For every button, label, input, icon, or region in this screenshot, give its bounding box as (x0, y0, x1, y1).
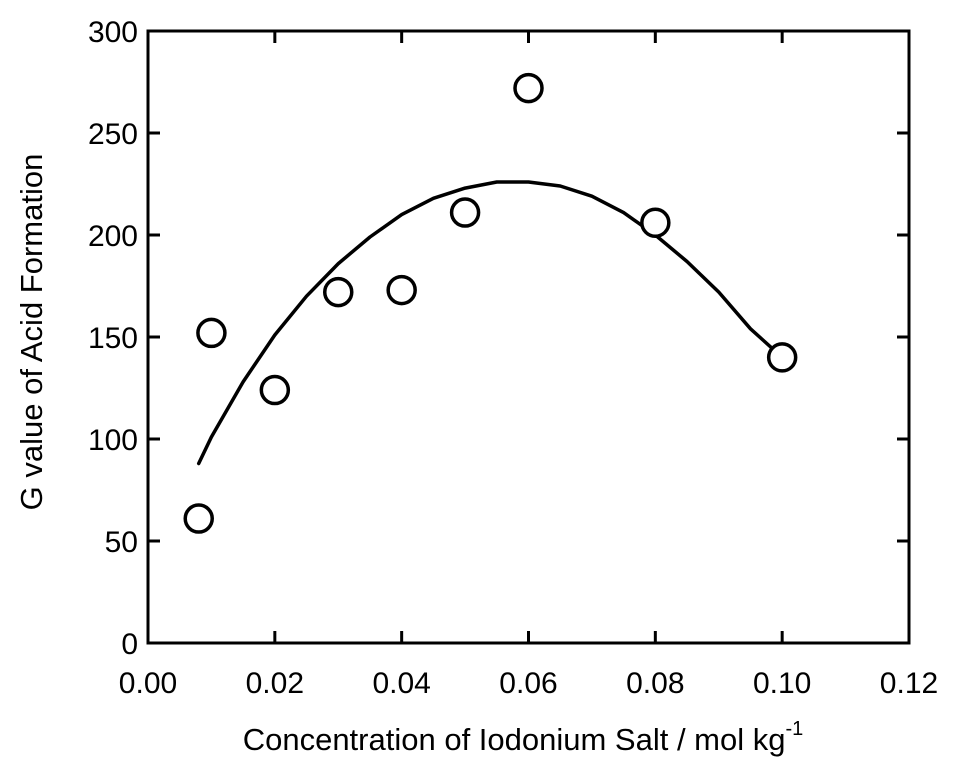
data-point (183, 503, 214, 534)
x-tick-label: 0.12 (880, 667, 938, 700)
plot-frame (146, 29, 911, 645)
y-tick-label: 300 (88, 16, 138, 49)
data-point (386, 274, 417, 306)
x-tick-label: 0.02 (246, 667, 304, 700)
y-tick-label: 150 (88, 322, 138, 355)
y-tick-label: 250 (88, 118, 138, 151)
y-axis-title: G value of Acid Formation (14, 154, 49, 511)
y-tick-label: 0 (121, 628, 138, 661)
data-point (766, 342, 798, 373)
fit-curve-line (196, 180, 784, 466)
data-point (259, 374, 291, 406)
data-points-layer (183, 72, 798, 534)
data-point (513, 72, 544, 104)
x-axis-title-text: Concentration of Iodonium Salt / mol kg (243, 722, 786, 757)
y-tick-label: 100 (88, 424, 138, 457)
x-tick-label: 0.00 (119, 667, 177, 700)
axis-ticks: 0.00 0.02 0.04 0.06 0.08 0.10 0.12 0 50 100 150 200… (88, 16, 938, 700)
y-tick-label: 200 (88, 220, 138, 253)
data-point (196, 317, 227, 349)
x-tick-label: 0.06 (499, 667, 557, 700)
x-tick-label: 0.08 (626, 667, 684, 700)
data-point (640, 207, 671, 239)
x-tick-label: 0.10 (753, 667, 811, 700)
fit-curve-layer (196, 180, 784, 466)
x-axis-title: Concentration of Iodonium Salt / mol kg-… (243, 718, 804, 757)
x-tick-label: 0.04 (372, 667, 430, 700)
y-tick-label: 50 (105, 526, 138, 559)
data-point (323, 276, 354, 308)
data-point (449, 197, 481, 228)
x-axis-title-superscript: -1 (786, 718, 804, 740)
